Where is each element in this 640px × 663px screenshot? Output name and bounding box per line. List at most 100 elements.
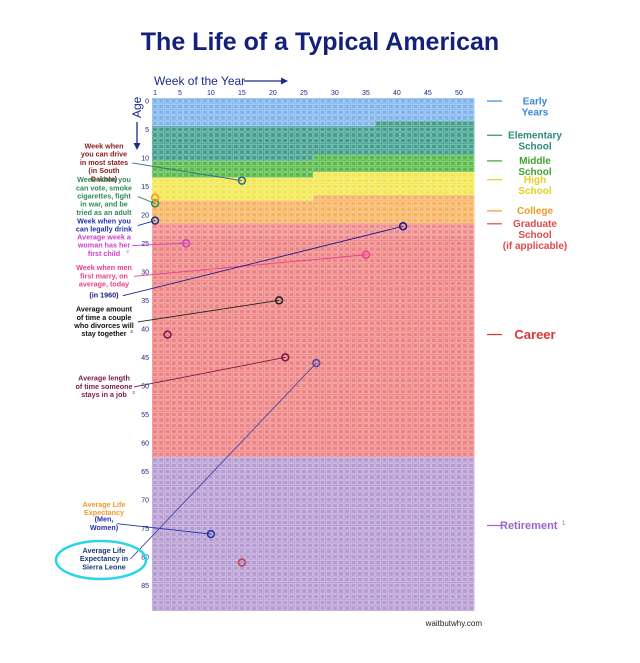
x-tick-label: 1: [153, 90, 157, 97]
x-tick-label: 10: [207, 90, 215, 97]
annotation-label-line: (in 1960): [89, 291, 119, 300]
stage-label-line: Middle: [519, 156, 551, 167]
stage-label-line: School: [518, 167, 552, 178]
stage-label-line: Career: [514, 327, 555, 342]
annotation-connector: [122, 225, 404, 297]
y-tick-label: 85: [141, 583, 149, 590]
stage-label-line: School: [518, 230, 552, 241]
stage-labels: EarlyYearsElementarySchoolMiddleSchoolHi…: [487, 96, 567, 532]
annotation-label-line: can vote, smoke: [76, 183, 132, 192]
annotation-label-line: Expectancy in: [80, 554, 128, 563]
x-tick-label: 45: [424, 90, 432, 97]
annotation-footnote: 4: [130, 329, 133, 334]
y-tick-label: 5: [145, 127, 149, 134]
annotation-connector: [117, 523, 211, 535]
x-tick-label: 5: [178, 90, 182, 97]
extra-marker: [237, 558, 247, 567]
annotation-label-line: first child: [88, 249, 120, 258]
annotation-label-line: Average length: [78, 374, 130, 383]
stage-label-line: Graduate: [513, 219, 557, 230]
annotation-connector: [134, 254, 366, 277]
annotation-label-line: stay together: [81, 329, 126, 338]
annotation-footnote: 2: [126, 249, 129, 254]
annotation-connector: [130, 362, 317, 560]
arrow-right-icon: [244, 77, 288, 85]
y-tick-label: 10: [141, 155, 149, 162]
annotation-label-line: Expectancy: [84, 508, 124, 517]
annotation-label-line: Week when you: [77, 175, 131, 184]
y-tick-label: 70: [141, 497, 149, 504]
annotation-marker: [181, 239, 191, 248]
annotation-marker: [312, 358, 321, 368]
annotation-label-line: Week when men: [76, 263, 132, 272]
y-tick-label: 55: [141, 412, 149, 419]
y-axis-label: Age: [130, 96, 144, 118]
annotation-marker: [150, 216, 160, 225]
annotation-marker: [274, 296, 284, 305]
annotation-label-line: woman has her: [77, 241, 131, 250]
annotation-label-line: Week when: [84, 142, 123, 151]
x-axis-ticks: 1 5 10 15 20 25 30 35 40 45 50: [153, 90, 463, 97]
annotation-label-line: who divorces will: [73, 321, 134, 330]
annotation-label-line: stays in a job: [81, 390, 127, 399]
y-tick-label: 35: [141, 298, 149, 305]
y-tick-label: 15: [141, 184, 149, 191]
annotation-label-line: Dakota): [91, 174, 118, 183]
annotation-markers: [150, 176, 408, 567]
annotation-label-line: Week when you: [77, 217, 131, 226]
watermark: waitbutwhy.com: [425, 619, 483, 628]
y-tick-label: 65: [141, 469, 149, 476]
annotation-label-line: Average Life: [83, 500, 126, 509]
annotation-connector: [133, 356, 286, 388]
annotation-label-line: first marry, on: [80, 271, 128, 280]
annotation-label-line: tried as an adult: [76, 208, 132, 217]
annotation-label-line: Women): [90, 523, 119, 532]
stage-label-line: Early: [523, 96, 548, 107]
annotation-label-line: can legally drink: [76, 225, 132, 234]
annotation-connector: [137, 299, 280, 323]
y-tick-label: 75: [141, 526, 149, 533]
annotation-connectors: [117, 162, 404, 560]
stage-label-line: High: [524, 175, 546, 186]
annotation-label-line: in war, and be: [80, 200, 128, 209]
x-tick-label: 50: [455, 90, 463, 97]
y-tick-label: 40: [141, 326, 149, 333]
annotation-marker: [237, 176, 247, 185]
x-tick-label: 15: [238, 90, 246, 97]
annotation-label-line: Sierra Leone: [82, 562, 126, 571]
annotation-label-line: cigarettes, fight: [77, 192, 131, 201]
y-tick-label: 25: [141, 241, 149, 248]
arrow-down-icon: [133, 122, 141, 150]
annotation-label-line: (in South: [88, 166, 119, 175]
annotation-label-line: (Men,: [95, 515, 114, 524]
stage-label-line: (if applicable): [503, 241, 567, 252]
extra-marker: [163, 330, 172, 339]
annotation-label-line: of time someone: [75, 382, 132, 391]
annotation-footnote: 3: [132, 390, 135, 395]
stage-label-line: Years: [522, 107, 549, 118]
annotation-label-line: in most states: [80, 158, 128, 167]
annotation-marker: [206, 529, 216, 539]
x-tick-label: 25: [300, 90, 308, 97]
stage-label-line: Retirement: [500, 520, 558, 532]
y-tick-label: 30: [141, 269, 149, 276]
annotation-connector: [132, 242, 187, 247]
x-tick-label: 20: [269, 90, 277, 97]
x-tick-label: 35: [362, 90, 370, 97]
sierra-leone-highlight: [54, 539, 148, 581]
annotation-label-line: of time a couple: [77, 313, 132, 322]
x-tick-label: 40: [393, 90, 401, 97]
annotation-connector: [132, 162, 242, 182]
y-tick-label: 0: [145, 98, 149, 105]
annotation-marker: [281, 353, 290, 362]
annotation-label-line: Average amount: [76, 305, 133, 314]
annotation-label-line: Average week a: [77, 232, 132, 241]
stage-label-line: Elementary: [508, 131, 562, 142]
week-cell-grid: [152, 98, 475, 611]
x-tick-label: 30: [331, 90, 339, 97]
annotation-label-line: average, today: [79, 280, 129, 289]
stage-label-line: School: [518, 142, 552, 153]
y-tick-label: 50: [141, 383, 149, 390]
